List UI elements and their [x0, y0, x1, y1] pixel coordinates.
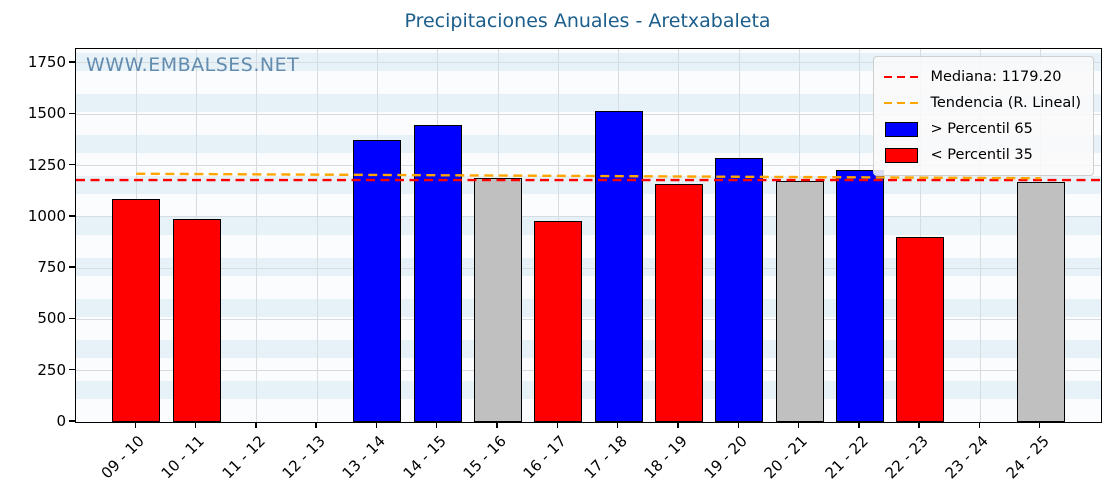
x-tick-11-12: [255, 422, 257, 428]
h-gridline-1750: [76, 62, 1101, 64]
x-tick-14-15: [436, 422, 438, 428]
h-gridline-750: [76, 267, 1101, 269]
x-tick-19-20: [737, 422, 739, 428]
bar-09-10: [112, 199, 161, 422]
legend-median-swatch: [884, 75, 919, 79]
h-gridline-1000: [76, 216, 1101, 218]
y-tick-750: [69, 266, 75, 268]
color-swatch-icon: [884, 147, 918, 163]
reference-lines-overlay: [76, 172, 1101, 182]
x-tick-label-19-20: 19 - 20: [700, 432, 751, 483]
x-tick-22-23: [918, 422, 920, 428]
legend-trend-swatch: [884, 101, 919, 105]
y-tick-label-250: 250: [37, 360, 66, 379]
y-tick-label-750: 750: [37, 258, 66, 277]
y-tick-250: [69, 369, 75, 371]
x-tick-label-20-21: 20 - 21: [760, 432, 812, 483]
bar-22-23: [896, 237, 945, 422]
watermark-text: WWW.EMBALSES.NET: [86, 54, 300, 76]
h-gridline-500: [76, 318, 1101, 320]
bar-18-19: [654, 184, 703, 422]
y-tick-label-1500: 1500: [27, 104, 66, 123]
y-tick-label-0: 0: [56, 412, 66, 430]
color-swatch-icon: [884, 121, 918, 137]
y-tick-1250: [69, 163, 75, 166]
x-tick-23-24: [978, 422, 981, 428]
x-tick-label-16-17: 16 - 17: [519, 432, 571, 483]
legend-below-p35-row: < Percentil 35: [884, 142, 1081, 168]
legend-box: Mediana: 1179.20 Tendencia (R. Lineal) > P…: [873, 56, 1094, 176]
legend-below-p35-swatch: [884, 147, 918, 163]
y-axis-labels: 0 250 500 750 1000 1250 1500 1750: [0, 48, 66, 430]
y-tick-0: [69, 420, 75, 422]
x-tick-21-22: [858, 422, 860, 428]
bar-21-22: [835, 169, 884, 422]
trend-line: [136, 172, 1041, 180]
v-gridline-22-23: [919, 49, 921, 422]
x-tick-label-17-18: 17 - 18: [580, 432, 631, 483]
x-tick-label-14-15: 14 - 15: [399, 432, 450, 483]
y-tick-1000: [69, 215, 75, 217]
x-tick-label-18-19: 18 - 19: [640, 432, 691, 483]
y-tick-label-500: 500: [37, 309, 66, 328]
y-tick-label-1000: 1000: [27, 206, 66, 225]
x-tick-label-24-25: 24 - 25: [1002, 432, 1053, 483]
dashed-line-icon: [884, 75, 919, 79]
x-tick-12-13: [315, 422, 317, 428]
y-tick-1750: [69, 61, 75, 63]
bar-10-11: [172, 218, 221, 422]
bar-13-14: [353, 139, 402, 422]
h-gridline-250: [76, 370, 1101, 372]
bar-15-16: [474, 177, 523, 422]
x-tick-10-11: [194, 422, 197, 428]
bar-14-15: [413, 124, 462, 422]
x-axis-labels: 09 - 10 10 - 11 11 - 12 12 - 13 13 - 14 14 - …: [75, 432, 1100, 492]
h-gridline-1500: [76, 113, 1101, 115]
x-tick-16-17: [556, 422, 559, 428]
x-tick-label-13-14: 13 - 14: [338, 432, 390, 483]
bar-17-18: [594, 111, 643, 422]
x-tick-label-10-11: 10 - 11: [158, 432, 209, 483]
legend-above-p65-swatch: [884, 121, 918, 137]
bar-24-25: [1016, 181, 1065, 422]
bar-19-20: [715, 158, 764, 422]
x-tick-17-18: [616, 422, 619, 428]
x-tick-label-15-16: 15 - 16: [459, 432, 510, 483]
legend-below-p35-label: < Percentil 35: [930, 147, 1033, 163]
y-tick-1500: [69, 112, 75, 114]
legend-median-row: Mediana: 1179.20: [884, 64, 1081, 90]
x-tick-09-10: [134, 422, 136, 428]
y-tick-label-1750: 1750: [27, 52, 66, 71]
x-tick-label-12-13: 12 - 13: [278, 432, 329, 483]
x-tick-15-16: [496, 422, 498, 428]
x-tick-label-22-23: 22 - 23: [881, 432, 932, 483]
v-gridline-23-24: [979, 49, 981, 422]
x-tick-24-25: [1039, 422, 1041, 428]
x-tick-20-21: [797, 422, 800, 428]
x-tick-18-19: [677, 422, 679, 428]
legend-trend-row: Tendencia (R. Lineal): [884, 90, 1081, 116]
y-tick-label-1250: 1250: [27, 155, 66, 174]
x-tick-13-14: [375, 422, 378, 428]
legend-trend-label: Tendencia (R. Lineal): [930, 95, 1081, 111]
bar-16-17: [534, 220, 583, 422]
chart-title: Precipitaciones Anuales - Aretxabaleta: [404, 10, 771, 32]
v-gridline-11-12: [256, 49, 258, 422]
legend-median-label: Mediana: 1179.20: [930, 69, 1062, 85]
legend-above-p65-row: > Percentil 65: [884, 116, 1081, 142]
x-tick-label-11-12: 11 - 12: [218, 432, 269, 483]
bar-20-21: [775, 180, 824, 422]
x-tick-label-23-24: 23 - 24: [941, 432, 993, 483]
x-tick-label-21-22: 21 - 22: [821, 432, 872, 483]
legend-above-p65-label: > Percentil 65: [930, 121, 1033, 137]
v-gridline-12-13: [316, 49, 318, 422]
dashed-line-icon: [884, 101, 919, 105]
h-gridline-1250: [76, 165, 1101, 167]
x-tick-label-09-10: 09 - 10: [97, 432, 149, 483]
y-tick-500: [69, 317, 75, 320]
